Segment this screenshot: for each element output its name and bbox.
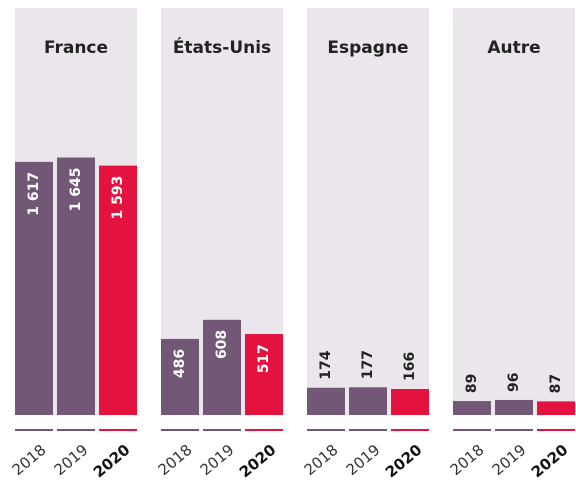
panel-title: Espagne	[327, 38, 408, 58]
bar	[57, 157, 95, 415]
panel-title: Autre	[487, 38, 540, 58]
panel-title: États-Unis	[173, 36, 271, 58]
bar	[15, 161, 53, 415]
bar	[349, 387, 387, 415]
bar-strip	[57, 429, 95, 431]
value-label: 517	[256, 344, 272, 373]
bar-strip	[537, 429, 575, 431]
x-tick-label: 2019	[51, 441, 92, 479]
value-label: 87	[548, 374, 564, 393]
x-tick-label: 2018	[9, 441, 50, 479]
x-tick-label: 2020	[90, 441, 134, 482]
bar	[307, 387, 345, 415]
bar-strip	[349, 429, 387, 431]
value-label: 166	[402, 352, 418, 381]
value-label: 174	[318, 350, 334, 379]
bar	[203, 319, 241, 415]
value-label: 96	[506, 372, 522, 391]
bar-strip	[99, 429, 137, 431]
value-label: 486	[172, 349, 188, 378]
x-tick-label: 2019	[489, 441, 530, 479]
bar-strip	[203, 429, 241, 431]
value-label: 1 593	[110, 176, 126, 220]
panel-background	[307, 8, 429, 415]
bar-strip	[15, 429, 53, 431]
panel-background	[453, 8, 575, 415]
x-tick-label: 2019	[197, 441, 238, 479]
x-tick-label: 2018	[155, 441, 196, 479]
bar	[453, 401, 491, 415]
bar-strip	[391, 429, 429, 431]
x-tick-label: 2020	[382, 441, 426, 482]
x-tick-label: 2018	[301, 441, 342, 479]
x-tick-label: 2018	[447, 441, 488, 479]
bar-strip	[495, 429, 533, 431]
bar-strip	[161, 429, 199, 431]
value-label: 1 617	[26, 172, 42, 216]
value-label: 89	[464, 374, 480, 393]
bar	[99, 165, 137, 415]
bar-strip	[453, 429, 491, 431]
bar	[495, 399, 533, 415]
bar	[537, 401, 575, 415]
panel-title: France	[44, 38, 108, 58]
bar-strip	[245, 429, 283, 431]
x-tick-label: 2020	[528, 441, 572, 482]
value-label: 177	[360, 350, 376, 379]
value-label: 1 645	[68, 167, 84, 211]
bar-strip	[307, 429, 345, 431]
bar	[391, 389, 429, 415]
x-tick-label: 2020	[236, 441, 280, 482]
x-tick-label: 2019	[343, 441, 384, 479]
bar	[245, 334, 283, 415]
bar	[161, 338, 199, 415]
value-label: 608	[214, 330, 230, 359]
